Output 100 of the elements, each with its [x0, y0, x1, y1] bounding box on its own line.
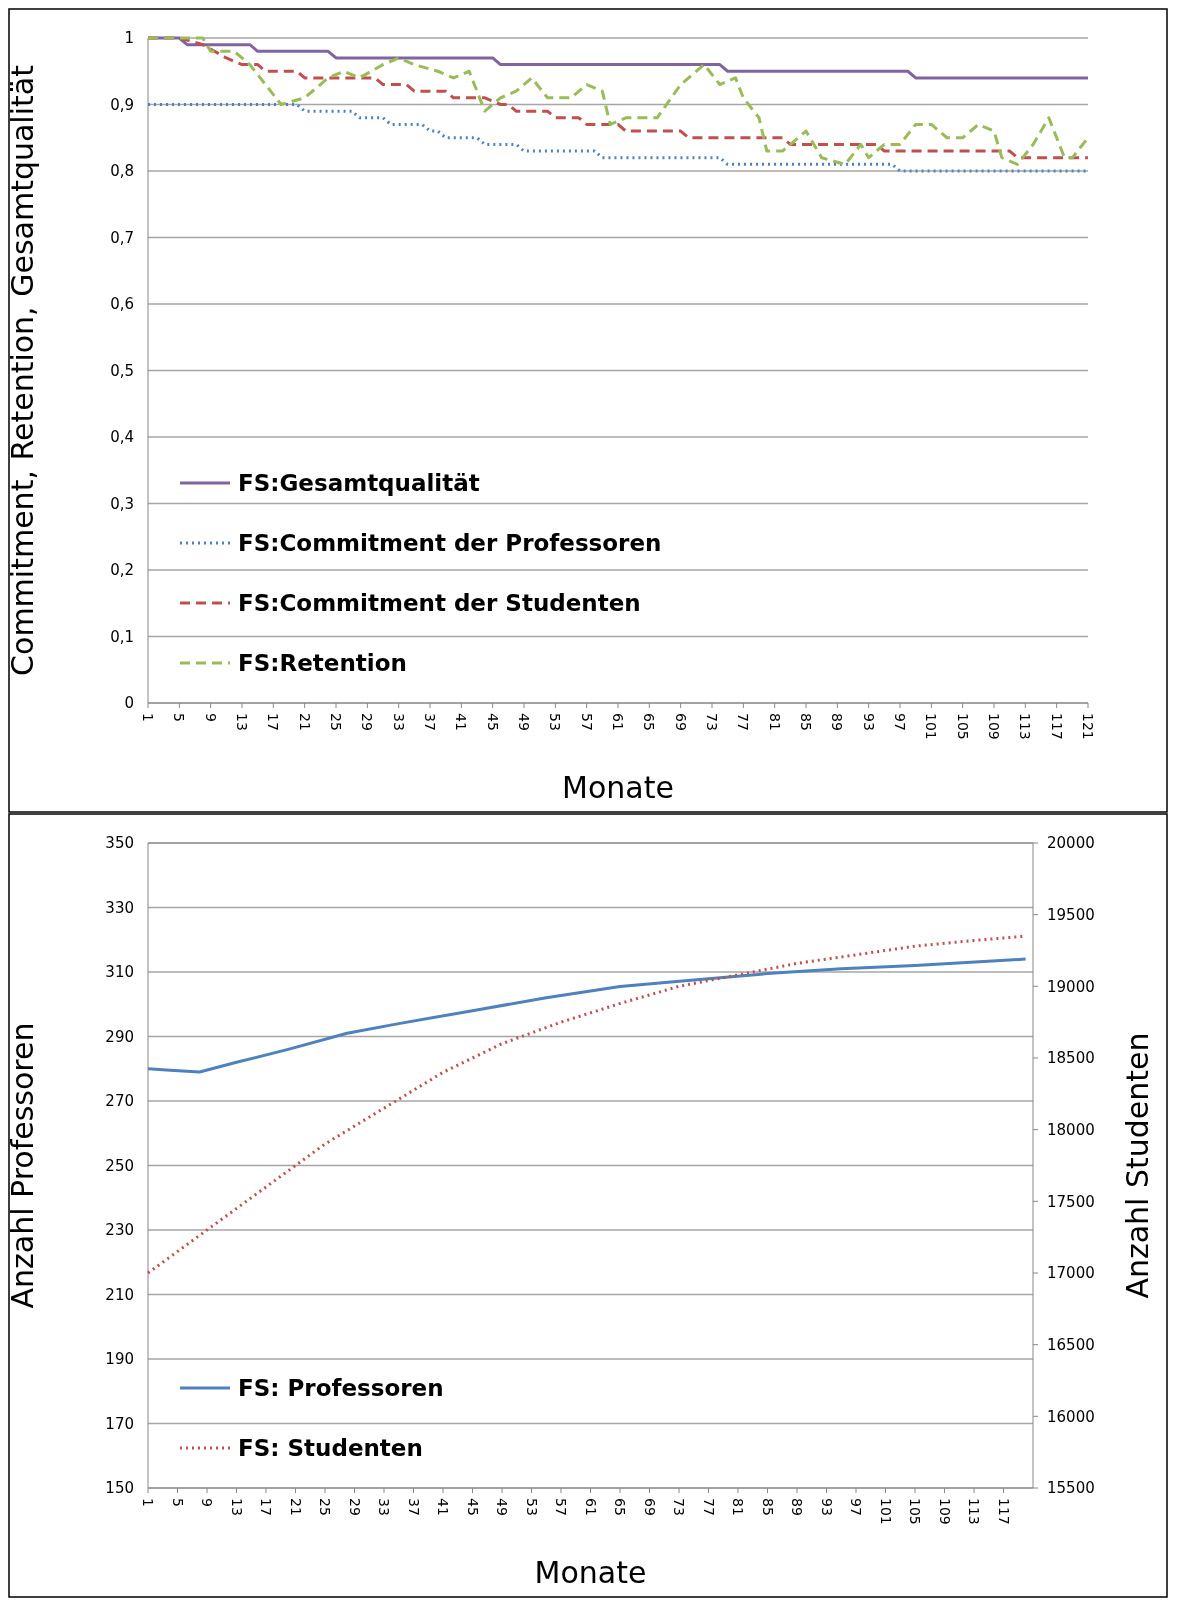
x-tick-label: 21	[296, 713, 313, 731]
x-tick-label: 1	[140, 1498, 157, 1507]
legend-label: FS:Commitment der Professoren	[238, 530, 662, 557]
x-tick-label: 73	[704, 713, 721, 731]
x-tick-label: 77	[700, 1498, 717, 1516]
x-tick-label: 13	[228, 1498, 245, 1516]
x-tick-label: 81	[766, 713, 783, 731]
y-tick-label: 0,8	[110, 162, 134, 181]
y-tick-label: 250	[105, 1156, 134, 1175]
x-tick-label: 85	[798, 713, 815, 731]
x-tick-label: 89	[789, 1498, 806, 1516]
x-tick-label: 33	[376, 1498, 393, 1516]
x-tick-label: 57	[553, 1498, 570, 1516]
y-tick-label: 0,2	[110, 561, 134, 580]
x-tick-label: 117	[1048, 713, 1065, 740]
x-tick-label: 109	[936, 1498, 953, 1525]
y-axis-title: Commitment, Retention, Gesamtqualität	[5, 64, 40, 676]
y-tick-label: 1	[124, 29, 134, 48]
legend-label: FS: Studenten	[238, 1435, 423, 1462]
x-tick-label: 121	[1080, 713, 1097, 740]
x-tick-label: 109	[986, 713, 1003, 740]
x-tick-label: 69	[672, 713, 689, 731]
y2-tick-label: 16000	[1047, 1407, 1095, 1426]
x-tick-label: 29	[359, 713, 376, 731]
x-tick-label: 49	[516, 713, 533, 731]
x-tick-label: 9	[199, 1498, 216, 1507]
y-tick-label: 190	[105, 1350, 134, 1369]
x-tick-label: 33	[390, 713, 407, 731]
y2-tick-label: 19000	[1047, 977, 1095, 996]
y2-tick-label: 20000	[1047, 834, 1095, 853]
x-tick-label: 37	[422, 713, 439, 731]
x-tick-label: 93	[818, 1498, 835, 1516]
y-tick-label: 210	[105, 1285, 134, 1304]
y-tick-label: 0,7	[110, 228, 134, 247]
x-tick-label: 77	[735, 713, 752, 731]
x-tick-label: 13	[234, 713, 251, 731]
y-tick-label: 150	[105, 1479, 134, 1498]
x-axis-title: Monate	[562, 770, 674, 805]
y2-tick-label: 17000	[1047, 1264, 1095, 1283]
legend-label: FS: Professoren	[238, 1375, 444, 1402]
y-tick-label: 170	[105, 1414, 134, 1433]
y-tick-label: 0,5	[110, 361, 134, 380]
y2-tick-label: 16500	[1047, 1335, 1095, 1354]
x-tick-label: 69	[641, 1498, 658, 1516]
x-tick-label: 65	[641, 713, 658, 731]
x-tick-label: 9	[202, 713, 219, 722]
x-tick-label: 25	[317, 1498, 334, 1516]
y-tick-label: 270	[105, 1092, 134, 1111]
legend-label: FS:Retention	[238, 650, 407, 677]
y-axis-title: Anzahl Professoren	[5, 1022, 40, 1309]
x-tick-label: 65	[612, 1498, 629, 1516]
x-tick-label: 101	[877, 1498, 894, 1525]
y-tick-label: 0,4	[110, 428, 134, 447]
x-tick-label: 105	[907, 1498, 924, 1525]
y-tick-label: 230	[105, 1221, 134, 1240]
x-tick-label: 89	[829, 713, 846, 731]
y2-axis-title: Anzahl Studenten	[1120, 1032, 1155, 1299]
y-tick-label: 0,3	[110, 494, 134, 513]
y-tick-label: 0,1	[110, 627, 134, 646]
x-tick-label: 45	[484, 713, 501, 731]
x-tick-label: 85	[759, 1498, 776, 1516]
x-tick-label: 41	[453, 713, 470, 731]
x-tick-label: 97	[848, 1498, 865, 1516]
x-tick-label: 101	[923, 713, 940, 740]
x-axis-title: Monate	[534, 1555, 647, 1590]
y2-tick-label: 15500	[1047, 1479, 1095, 1498]
x-tick-label: 105	[954, 713, 971, 740]
x-tick-label: 29	[346, 1498, 363, 1516]
x-tick-label: 1	[140, 713, 157, 722]
x-tick-label: 81	[730, 1498, 747, 1516]
y-tick-label: 310	[105, 963, 134, 982]
line-series	[146, 957, 1028, 1074]
y-tick-label: 290	[105, 1027, 134, 1046]
y2-tick-label: 17500	[1047, 1192, 1095, 1211]
x-tick-label: 17	[258, 1498, 275, 1516]
x-tick-label: 113	[966, 1498, 983, 1525]
x-tick-label: 97	[892, 713, 909, 731]
x-tick-label: 25	[328, 713, 345, 731]
y2-tick-label: 18500	[1047, 1049, 1095, 1068]
x-tick-label: 53	[523, 1498, 540, 1516]
x-tick-label: 21	[287, 1498, 304, 1516]
x-tick-label: 117	[995, 1498, 1012, 1525]
x-tick-label: 37	[405, 1498, 422, 1516]
y-tick-label: 0,6	[110, 295, 134, 314]
y-tick-label: 350	[105, 834, 134, 853]
y-tick-label: 330	[105, 898, 134, 917]
x-tick-label: 5	[171, 713, 188, 722]
y2-tick-label: 18000	[1047, 1120, 1095, 1139]
x-tick-label: 61	[610, 713, 627, 731]
y-tick-label: 0	[124, 694, 134, 713]
x-tick-label: 113	[1017, 713, 1034, 740]
x-tick-label: 49	[494, 1498, 511, 1516]
x-tick-label: 53	[547, 713, 564, 731]
legend-label: FS:Commitment der Studenten	[238, 590, 641, 617]
x-tick-label: 61	[582, 1498, 599, 1516]
y2-tick-label: 19500	[1047, 905, 1095, 924]
legend-label: FS:Gesamtqualität	[238, 470, 480, 497]
x-tick-label: 45	[464, 1498, 481, 1516]
x-tick-label: 5	[169, 1498, 186, 1507]
x-tick-label: 73	[671, 1498, 688, 1516]
